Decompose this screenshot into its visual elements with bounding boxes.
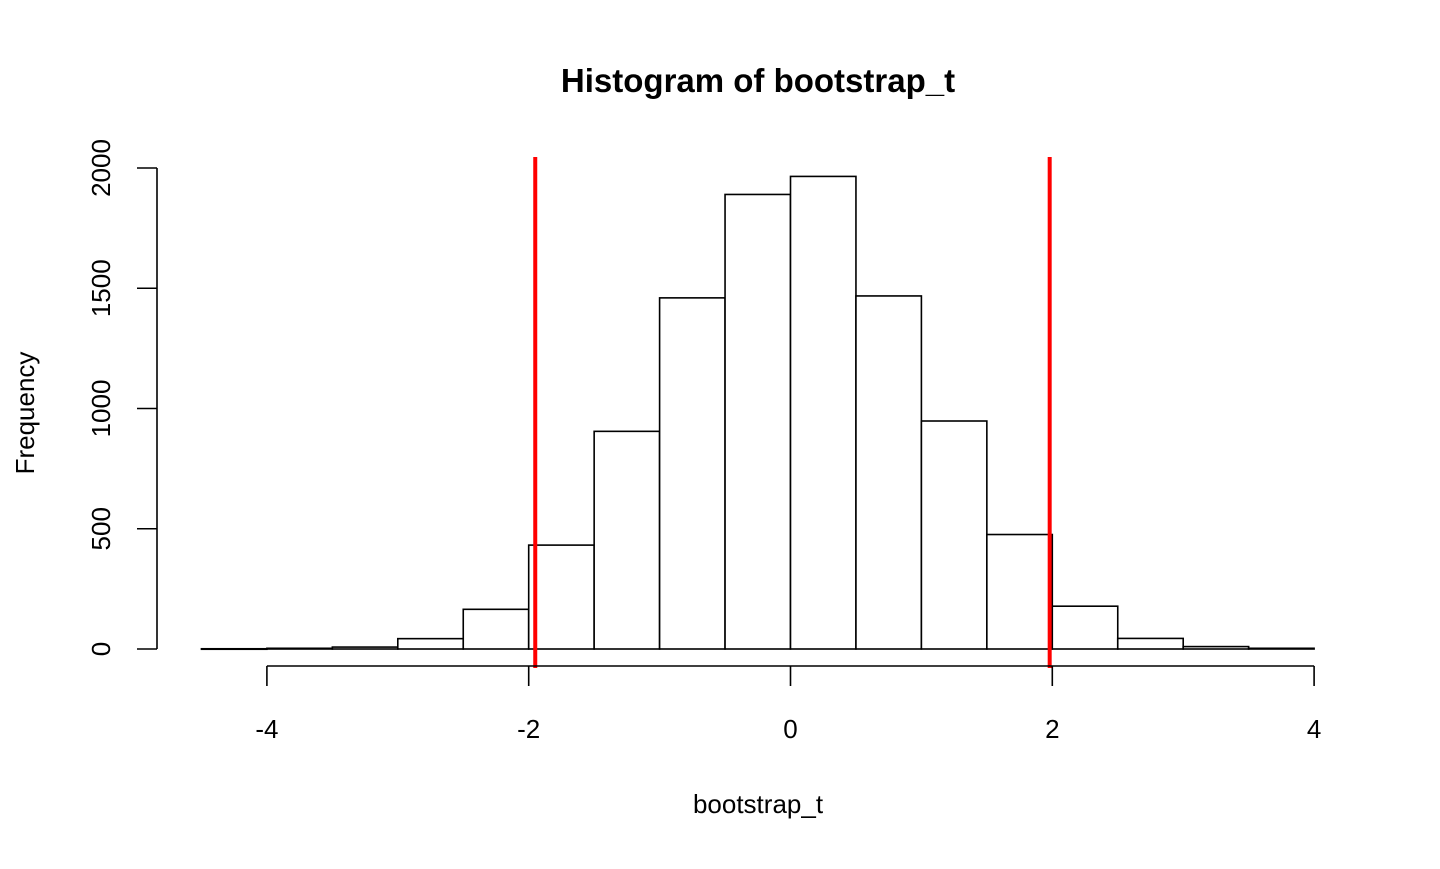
y-tick-label: 2000 bbox=[86, 139, 116, 197]
y-tick-label: 1500 bbox=[86, 259, 116, 317]
x-tick-label: 2 bbox=[1045, 714, 1059, 744]
histogram-bar bbox=[986, 533, 1054, 650]
y-axis: 0 500 1000 1500 2000 bbox=[86, 139, 158, 656]
histogram-bar bbox=[1247, 647, 1315, 650]
histogram-bar bbox=[1051, 605, 1119, 650]
x-tick-label: -4 bbox=[255, 714, 278, 744]
histogram-bar bbox=[266, 647, 334, 650]
histogram-bar bbox=[724, 193, 792, 650]
histogram-bar bbox=[462, 608, 530, 650]
bars-group bbox=[200, 175, 1315, 651]
y-tick-label: 0 bbox=[86, 642, 116, 656]
x-tick-label: -2 bbox=[517, 714, 540, 744]
histogram-bar bbox=[200, 647, 268, 651]
histogram-bar bbox=[658, 297, 726, 650]
y-axis-label: Frequency bbox=[10, 352, 40, 475]
histogram-bar bbox=[1182, 645, 1250, 650]
y-tick-label: 500 bbox=[86, 507, 116, 550]
y-tick-label: 1000 bbox=[86, 380, 116, 438]
histogram-bar bbox=[527, 544, 595, 650]
histogram-bar bbox=[1116, 637, 1184, 650]
histogram-bar bbox=[331, 646, 399, 650]
histogram-bar bbox=[855, 295, 923, 650]
histogram-bar bbox=[396, 637, 465, 650]
histogram-bar bbox=[920, 420, 988, 650]
x-tick-label: 0 bbox=[783, 714, 797, 744]
histogram-bar bbox=[593, 430, 661, 650]
x-axis: -4 -2 0 2 4 bbox=[255, 665, 1321, 744]
x-axis-label: bootstrap_t bbox=[693, 789, 824, 819]
chart-title: Histogram of bootstrap_t bbox=[561, 62, 955, 99]
x-tick-label: 4 bbox=[1307, 714, 1321, 744]
vertical-lines-group bbox=[533, 157, 1052, 668]
histogram-bar bbox=[789, 175, 857, 650]
